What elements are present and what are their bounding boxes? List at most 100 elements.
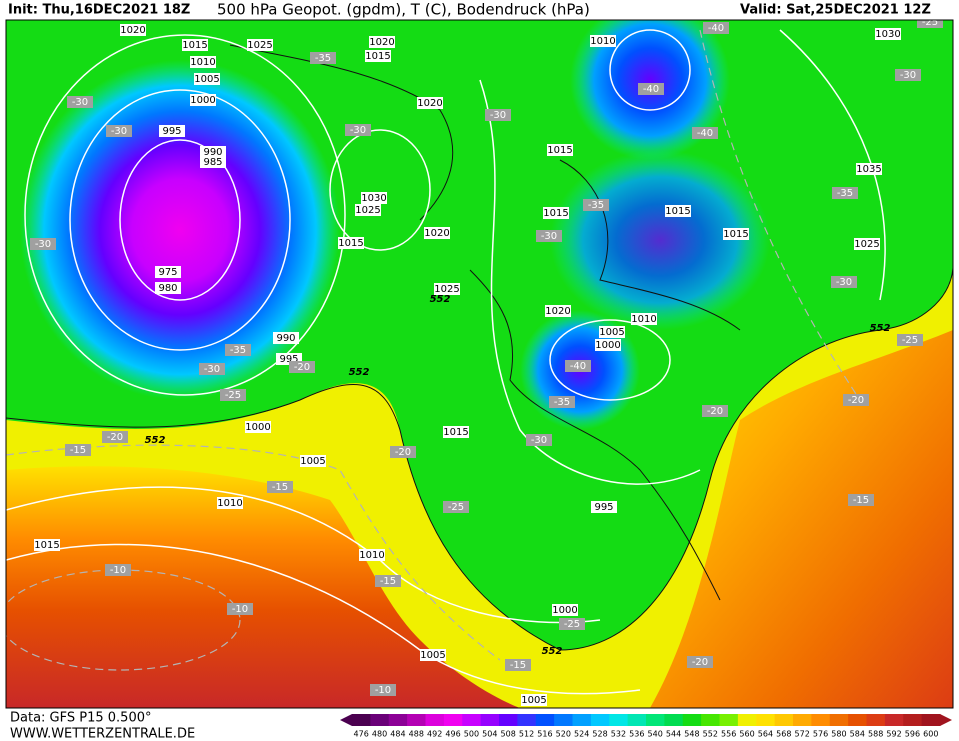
pressure-label: 1010: [190, 57, 215, 68]
temperature-label-box: [703, 22, 729, 34]
pressure-label-box: [190, 94, 216, 106]
temperature-label: -30: [72, 97, 88, 108]
temperature-label-box: [843, 394, 869, 406]
temperature-label-box: [702, 405, 728, 417]
scale-label: 516: [537, 730, 552, 739]
scale-label: 504: [482, 730, 497, 739]
scale-label: 484: [390, 730, 405, 739]
scale-label: 492: [427, 730, 442, 739]
temperature-label-box: [549, 396, 575, 408]
temperature-label-box: [227, 603, 253, 615]
temperature-label: -10: [375, 685, 391, 696]
isobar: [24, 34, 346, 396]
geopotential-label: 552: [349, 367, 370, 378]
scale-swatch: [719, 714, 739, 726]
scale-label: 568: [776, 730, 791, 739]
pressure-label-box: [521, 694, 547, 706]
scale-swatch: [480, 714, 500, 726]
scale-swatch: [793, 714, 812, 726]
isobar: [69, 89, 291, 351]
scale-swatch: [443, 714, 463, 726]
isobar: [6, 543, 641, 695]
pressure-label: 990: [276, 333, 295, 344]
scale-label: 536: [629, 730, 644, 739]
temperature-label-box: [831, 276, 857, 288]
scale-label: 584: [850, 730, 865, 739]
temperature-label-box: [485, 109, 511, 121]
pressure-label-box: [120, 24, 146, 36]
temperature-label-box: [225, 344, 251, 356]
pressure-label: 1010: [590, 36, 615, 47]
pressure-label: 1020: [369, 37, 394, 48]
pressure-label: 1020: [545, 306, 570, 317]
pressure-label: 995: [594, 502, 613, 513]
pressure-label-box: [355, 204, 381, 216]
scale-label: 480: [372, 730, 387, 739]
warm-region-east: [650, 330, 953, 708]
scale-swatch: [921, 714, 941, 726]
isobar: [609, 29, 691, 111]
temperature-label: -40: [643, 84, 659, 95]
line-552: [6, 267, 953, 651]
scale-label: 528: [592, 730, 607, 739]
pressure-label-box: [245, 421, 271, 433]
map-title: 500 hPa Geopot. (gpdm), T (C), Bodendruc…: [217, 1, 590, 19]
pressure-label-box: [631, 313, 657, 325]
pressure-label: 1020: [424, 228, 449, 239]
scale-arrow-left: [340, 714, 352, 726]
pressure-label-box: [34, 539, 60, 551]
scale-swatch: [829, 714, 849, 726]
pressure-label: 1020: [120, 25, 145, 36]
isobar: [549, 319, 671, 401]
pressure-label: 1015: [547, 145, 572, 156]
temperature-label-box: [65, 444, 91, 456]
temperature-label: -15: [272, 482, 288, 493]
temperature-label-box: [102, 431, 128, 443]
scale-label: 588: [868, 730, 883, 739]
scale-label: 500: [464, 730, 479, 739]
pressure-label-box: [420, 649, 446, 661]
temperature-label: -20: [294, 362, 310, 373]
pressure-label: 1005: [300, 456, 325, 467]
pressure-label-box: [875, 28, 901, 40]
scale-label: 596: [905, 730, 920, 739]
scale-label: 592: [886, 730, 901, 739]
scale-label: 476: [354, 730, 369, 739]
pressure-label-box: [552, 604, 578, 616]
scale-label: 524: [574, 730, 589, 739]
low-scandinavia: [550, 150, 770, 330]
pressure-label-box: [424, 227, 450, 239]
scale-swatch: [848, 714, 867, 726]
scale-swatch: [682, 714, 702, 726]
scale-label: 520: [556, 730, 571, 739]
pressure-label: 1025: [355, 205, 380, 216]
pressure-label: 1020: [417, 98, 442, 109]
pressure-label: 1030: [361, 193, 386, 204]
temperature-label: -25: [448, 502, 464, 513]
temperature-label-box: [370, 684, 396, 696]
scale-swatch: [811, 714, 831, 726]
temperature-label-box: [526, 434, 552, 446]
scale-swatch: [903, 714, 923, 726]
website: WWW.WETTERZENTRALE.DE: [10, 727, 195, 741]
pressure-label: 1015: [34, 540, 59, 551]
temperature-label: -30: [531, 435, 547, 446]
pressure-label-box: [595, 339, 621, 351]
scale-label: 556: [721, 730, 736, 739]
pressure-label-box: [590, 35, 616, 47]
scale-swatch: [388, 714, 408, 726]
temperature-label: -15: [70, 445, 86, 456]
pressure-label-box: [599, 326, 625, 338]
pressure-label-box: [194, 73, 220, 85]
scale-arrow-right: [940, 714, 952, 726]
temperature-label-box: [443, 501, 469, 513]
scale-swatch: [499, 714, 518, 726]
temperature-label-box: [687, 656, 713, 668]
pressure-label: 1025: [854, 239, 879, 250]
coastline: [559, 159, 741, 331]
temperature-label-box: [559, 618, 585, 630]
scale-swatch: [425, 714, 445, 726]
pressure-label: 1005: [599, 327, 624, 338]
pressure-label-box: [155, 266, 181, 278]
